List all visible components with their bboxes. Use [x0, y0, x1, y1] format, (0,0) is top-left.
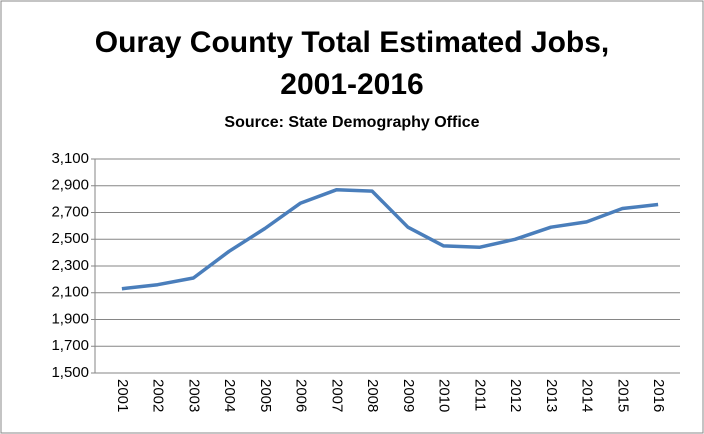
y-tick-label: 1,700 — [51, 337, 89, 354]
x-tick-label: 2015 — [614, 379, 631, 412]
x-tick-label: 2014 — [579, 379, 596, 412]
x-tick-label: 2003 — [185, 379, 202, 412]
x-tick-label: 2009 — [400, 379, 417, 412]
x-tick-label: 2013 — [543, 379, 560, 412]
y-tick-label: 2,300 — [51, 257, 89, 274]
x-tick-label: 2001 — [114, 379, 131, 412]
y-tick-label: 1,500 — [51, 364, 89, 381]
x-tick-label: 2006 — [293, 379, 310, 412]
chart-title: Ouray County Total Estimated Jobs, 2001-… — [94, 26, 610, 101]
x-tick-label: 2012 — [507, 379, 524, 412]
x-tick-label: 2008 — [364, 379, 381, 412]
data-line — [121, 188, 659, 291]
x-tick-label: 2010 — [436, 379, 453, 412]
x-tick-label: 2007 — [328, 379, 345, 412]
x-tick-label: 2002 — [150, 379, 167, 412]
x-tick-label: 2011 — [471, 379, 488, 411]
chart-subtitle: Source: State Demography Office — [224, 114, 480, 131]
y-tick-label: 2,100 — [51, 284, 89, 301]
y-tick-label: 2,700 — [51, 203, 89, 220]
y-tick-label: 2,500 — [51, 230, 89, 247]
x-tick-label: 2016 — [650, 379, 667, 412]
y-tick-label: 1,900 — [51, 310, 89, 327]
x-tick-label: 2005 — [257, 379, 274, 412]
y-tick-label: 3,100 — [51, 150, 89, 167]
y-tick-label: 2,900 — [51, 177, 89, 194]
x-tick-label: 2004 — [221, 379, 238, 412]
